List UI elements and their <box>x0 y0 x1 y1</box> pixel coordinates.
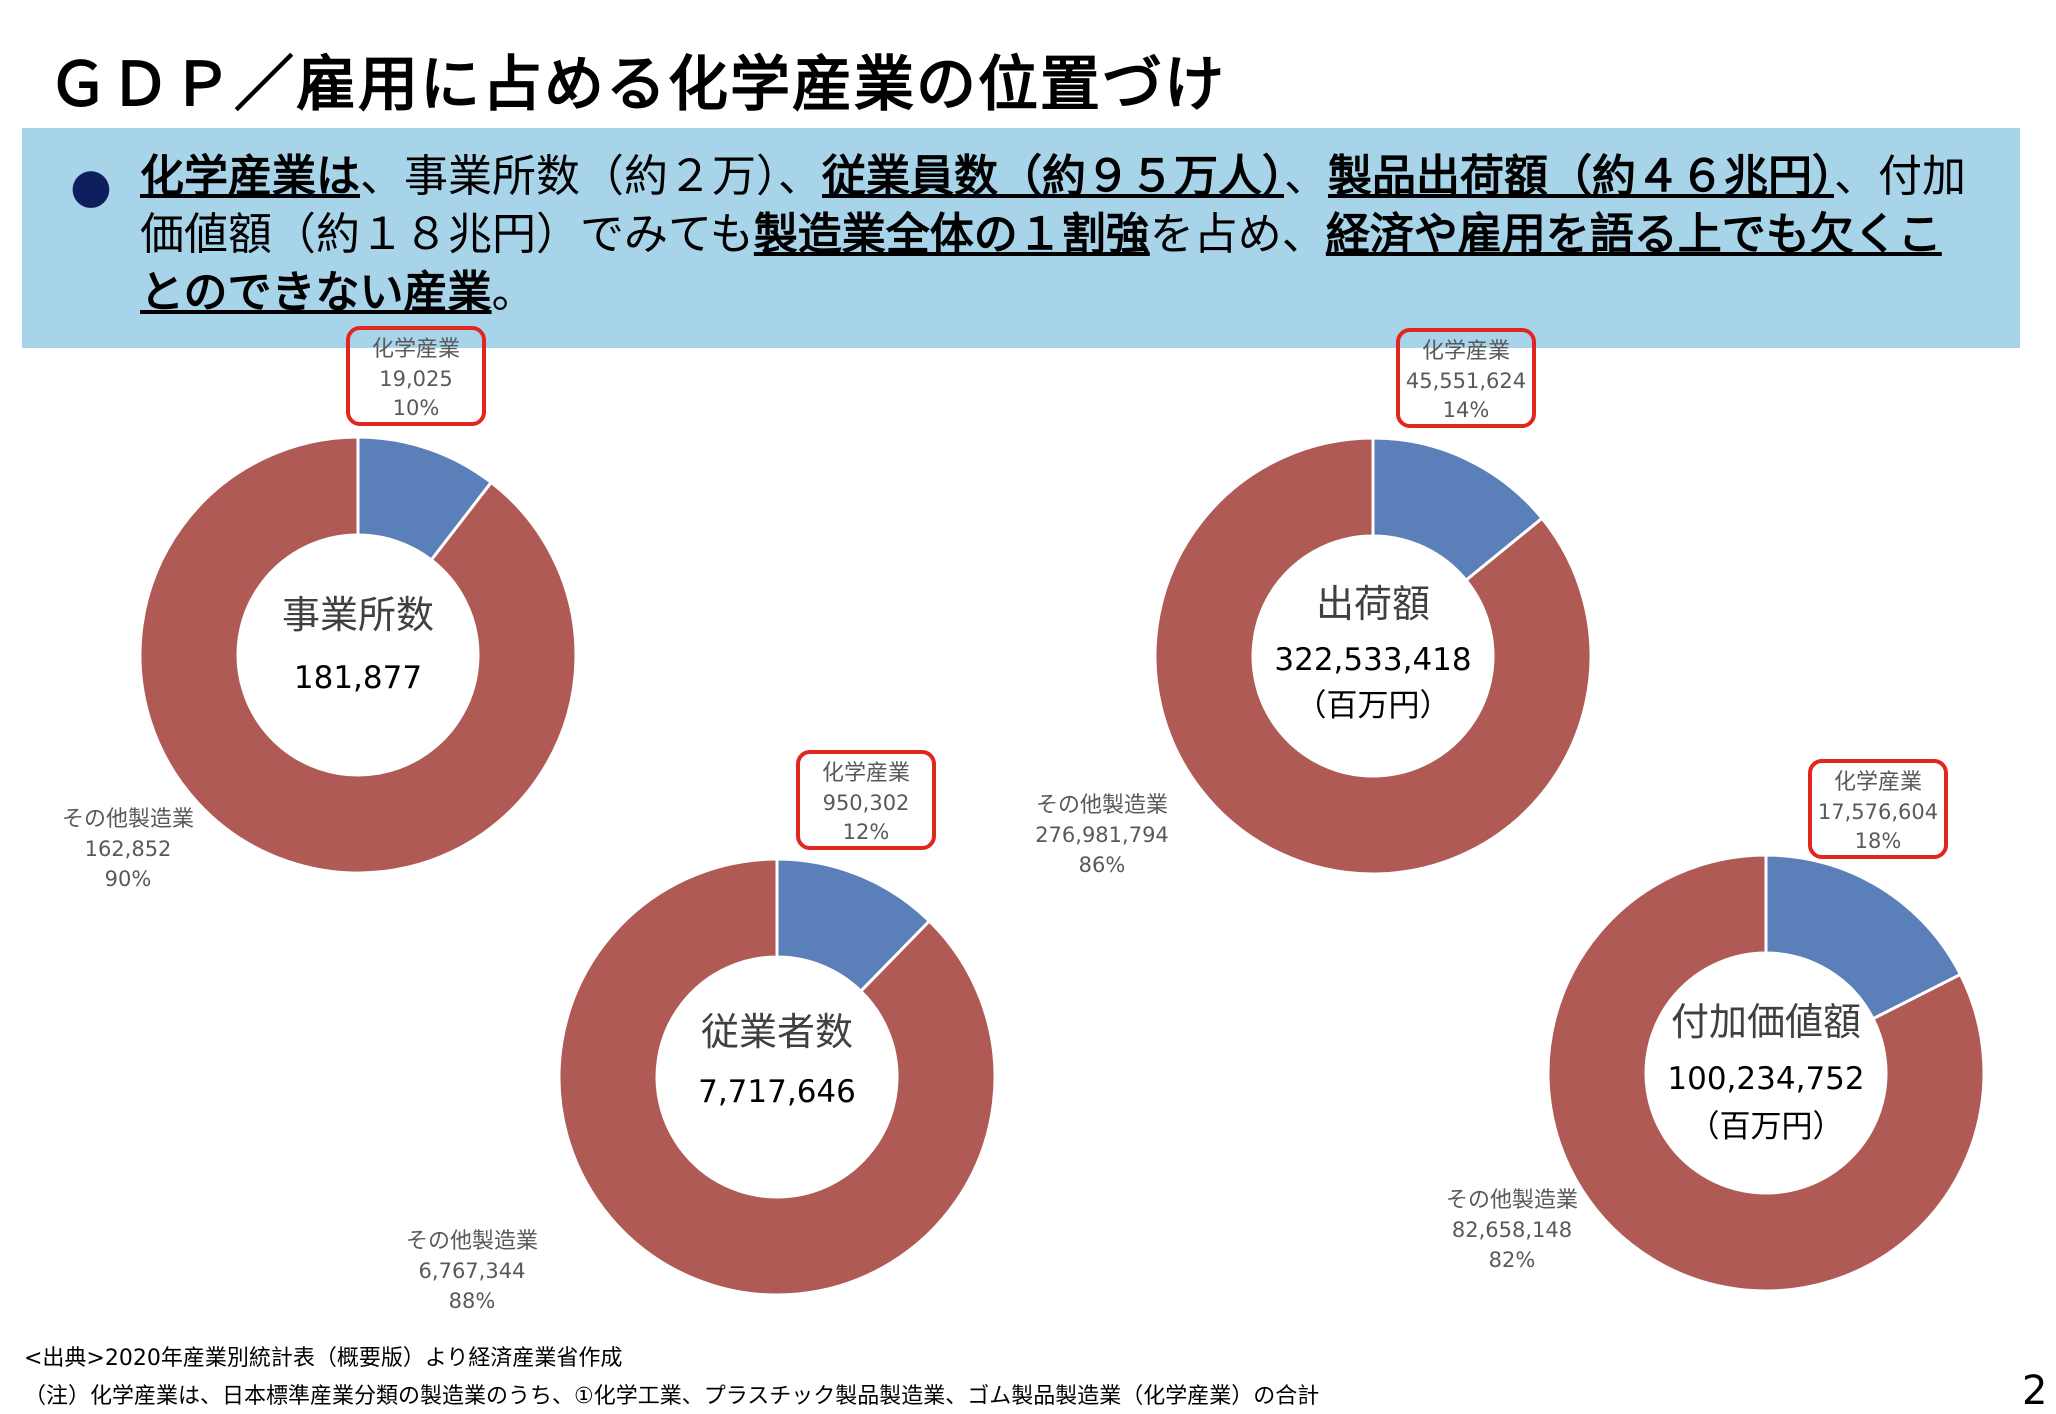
donut-0-center-label: 事業所数 <box>282 593 434 637</box>
donut-2-center-label: 出荷額 <box>1316 582 1430 626</box>
donut-0-other-value: 162,852 <box>85 837 172 861</box>
donut-0-other-percent: 90% <box>105 867 152 891</box>
donut-2-other-percent: 86% <box>1079 853 1126 877</box>
donut-1-chem-value: 950,302 <box>823 791 910 815</box>
donut-0-other-name: その他製造業 <box>62 807 194 832</box>
donut-2-highlight-box <box>1396 328 1536 428</box>
donut-0-highlight-box <box>346 326 486 426</box>
donut-2-chem-name: 化学産業 <box>1422 339 1510 364</box>
page-number: 2 <box>2022 1368 2048 1414</box>
page-title: ＧＤＰ／雇用に占める化学産業の位置づけ <box>48 50 1226 120</box>
donut-1-other-value: 6,767,344 <box>419 1259 526 1283</box>
summary-segment-6: 製造業全体の１割強 <box>753 209 1150 260</box>
donut-1-total: 7,717,646 <box>698 1074 856 1110</box>
summary-segment-2: 従業員数（約９５万人） <box>822 151 1284 202</box>
bullet-icon: ● <box>70 158 112 214</box>
summary-segment-7: を占め、 <box>1149 209 1326 260</box>
summary-segment-9: 。 <box>491 267 536 318</box>
donut-1-chem-name: 化学産業 <box>822 761 910 786</box>
donut-0-total: 181,877 <box>294 660 422 696</box>
source-note: <出典>2020年産業別統計表（概要版）より経済産業省作成 <box>24 1346 623 1371</box>
donut-3-center-label: 付加価値額 <box>1671 1000 1861 1044</box>
summary-segment-0: 化学産業は <box>140 151 360 202</box>
summary-segment-5: 、付加価値額（約１８兆円）でみても <box>140 151 1966 260</box>
summary-segment-4: 製品出荷額（約４６兆円） <box>1328 151 1834 202</box>
summary-box: ● 化学産業は、事業所数（約２万）、従業員数（約９５万人）、製品出荷額（約４６兆… <box>22 128 2020 348</box>
donut-1-slice-1 <box>557 857 997 1297</box>
donut-3-total: 100,234,752 <box>1667 1061 1864 1097</box>
donut-3-unit: （百万円） <box>1689 1109 1844 1145</box>
donut-1-chem-percent: 12% <box>843 820 890 844</box>
footnote: （注）化学産業は、日本標準産業分類の製造業のうち、①化学工業、プラスチック製品製… <box>24 1384 1320 1409</box>
donut-2-other-value: 276,981,794 <box>1035 823 1169 847</box>
donut-1-center-label: 従業者数 <box>701 1010 853 1054</box>
summary-segment-8: 経済や雇用を語る上でも欠くことのできない産業 <box>140 209 1942 318</box>
summary-segment-1: 、事業所数（約２万）、 <box>360 151 822 202</box>
summary-segment-3: 、 <box>1284 151 1328 202</box>
donut-0-chem-percent: 10% <box>393 396 440 420</box>
donut-3-other-name: その他製造業 <box>1446 1188 1578 1213</box>
donut-2-other-name: その他製造業 <box>1036 793 1168 818</box>
donut-3-slice-0 <box>1764 853 1963 1021</box>
donut-2-unit: （百万円） <box>1296 688 1451 724</box>
donut-0-chem-value: 19,025 <box>379 367 452 391</box>
donut-3-slice-1 <box>1546 853 1986 1293</box>
summary-text: 化学産業は、事業所数（約２万）、従業員数（約９５万人）、製品出荷額（約４６兆円）… <box>140 148 1980 322</box>
donut-3-chem-name: 化学産業 <box>1834 770 1922 795</box>
donut-2-total: 322,533,418 <box>1274 642 1471 678</box>
donut-3-chem-percent: 18% <box>1855 829 1902 853</box>
donut-3-other-percent: 82% <box>1489 1248 1536 1272</box>
donut-2-chem-value: 45,551,624 <box>1406 369 1526 393</box>
donut-3-chem-value: 17,576,604 <box>1818 800 1938 824</box>
donut-0-slice-1 <box>138 435 578 875</box>
donut-2-slice-1 <box>1153 436 1593 876</box>
donut-1-other-name: その他製造業 <box>406 1229 538 1254</box>
donut-2-chem-percent: 14% <box>1443 398 1490 422</box>
donut-1-other-percent: 88% <box>449 1289 496 1313</box>
donut-3-other-value: 82,658,148 <box>1452 1218 1572 1242</box>
donut-1-highlight-box <box>796 750 936 850</box>
donut-3-highlight-box <box>1808 759 1948 859</box>
donut-0-chem-name: 化学産業 <box>372 337 460 362</box>
